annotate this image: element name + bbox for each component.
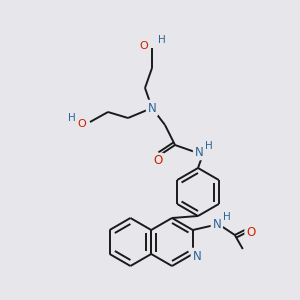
Text: H: H — [158, 35, 166, 45]
Text: H: H — [68, 113, 76, 123]
Text: O: O — [153, 154, 163, 167]
Text: H: H — [205, 141, 213, 151]
Text: N: N — [192, 250, 201, 262]
Text: O: O — [140, 41, 148, 51]
Text: O: O — [246, 226, 255, 239]
Text: N: N — [195, 146, 203, 158]
Text: N: N — [148, 101, 156, 115]
Text: O: O — [78, 119, 86, 129]
Text: H: H — [223, 212, 231, 222]
Text: N: N — [212, 218, 221, 232]
